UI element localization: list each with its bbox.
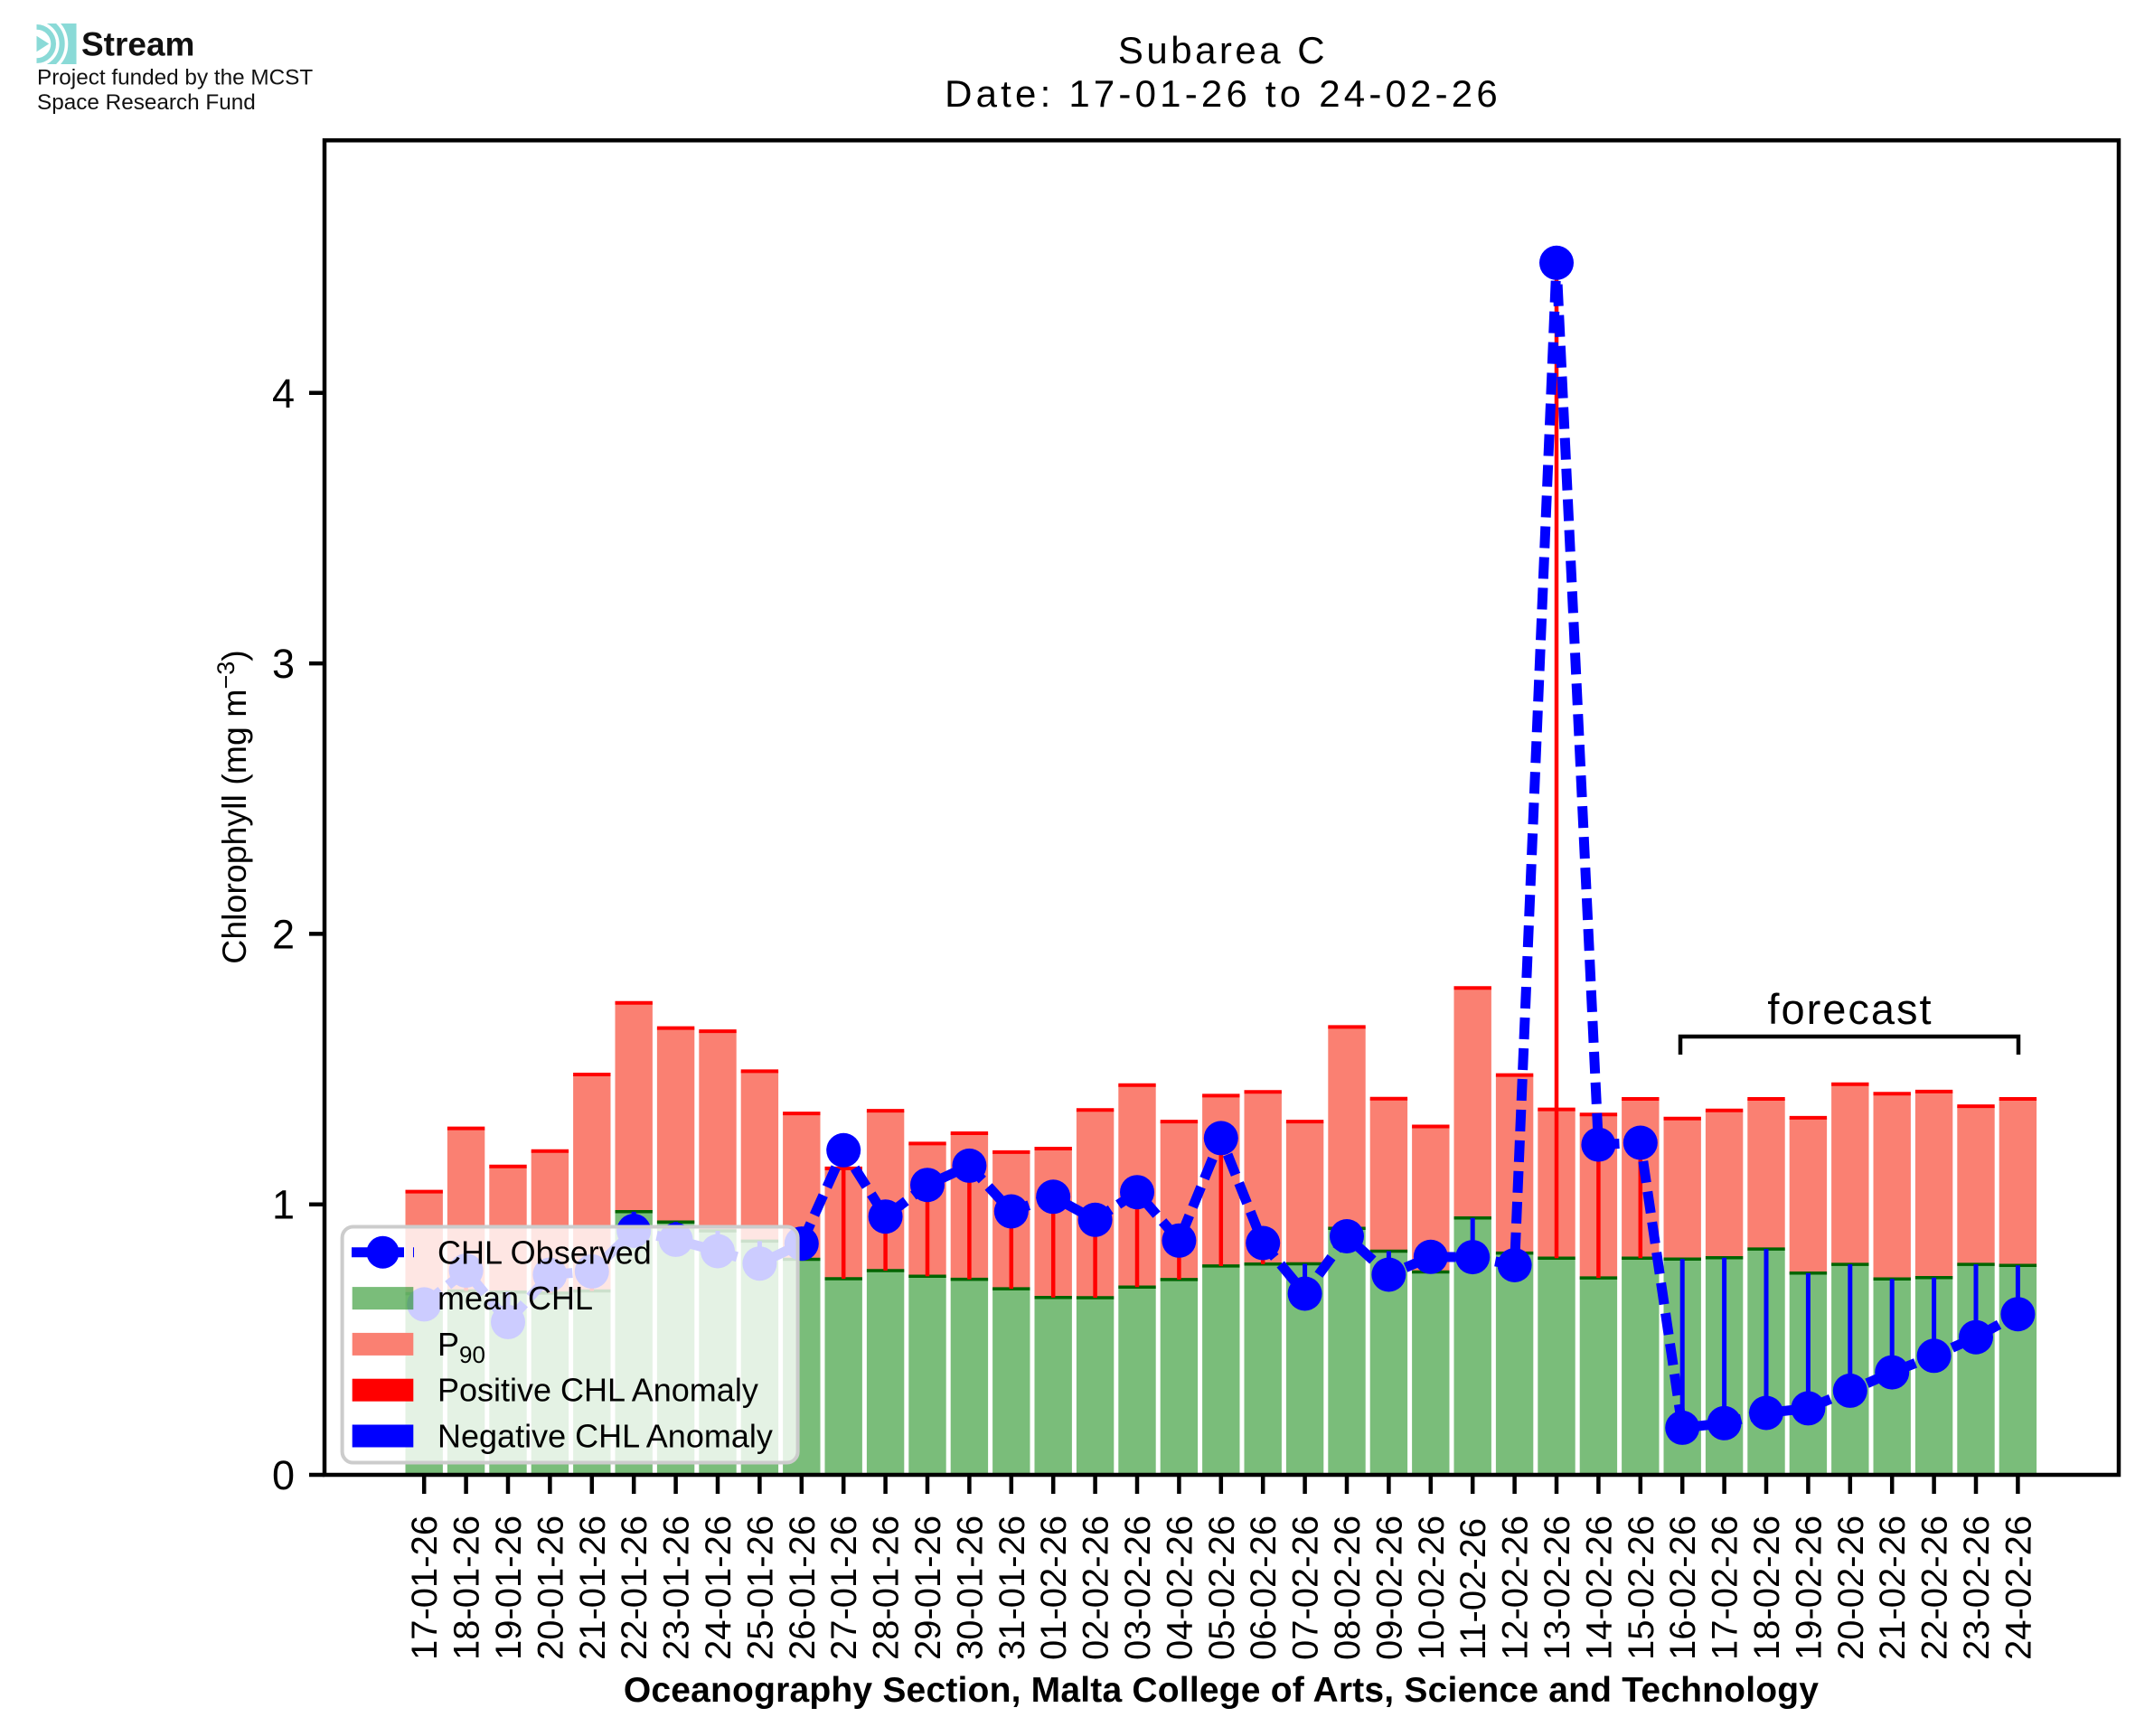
- svg-text:4: 4: [272, 371, 295, 417]
- svg-text:17-01-26: 17-01-26: [405, 1515, 445, 1660]
- svg-text:16-02-26: 16-02-26: [1663, 1515, 1703, 1660]
- svg-text:24-02-26: 24-02-26: [1999, 1515, 2038, 1660]
- svg-text:09-02-26: 09-02-26: [1369, 1515, 1409, 1660]
- svg-text:30-01-26: 30-01-26: [950, 1515, 990, 1660]
- svg-text:28-01-26: 28-01-26: [867, 1515, 907, 1660]
- svg-text:2: 2: [272, 911, 295, 957]
- svg-text:25-01-26: 25-01-26: [740, 1515, 780, 1660]
- svg-text:0: 0: [272, 1452, 295, 1498]
- svg-text:18-01-26: 18-01-26: [447, 1515, 487, 1660]
- svg-text:forecast: forecast: [1767, 985, 1933, 1033]
- svg-text:18-02-26: 18-02-26: [1747, 1515, 1787, 1660]
- svg-text:01-02-26: 01-02-26: [1034, 1515, 1074, 1660]
- svg-text:21-01-26: 21-01-26: [573, 1515, 613, 1660]
- svg-text:31-01-26: 31-01-26: [992, 1515, 1032, 1660]
- svg-text:23-02-26: 23-02-26: [1957, 1515, 1997, 1660]
- svg-text:CHL Observed: CHL Observed: [437, 1234, 652, 1271]
- svg-text:24-01-26: 24-01-26: [699, 1515, 738, 1660]
- svg-text:06-02-26: 06-02-26: [1244, 1515, 1284, 1660]
- svg-text:07-02-26: 07-02-26: [1286, 1515, 1326, 1660]
- svg-text:27-01-26: 27-01-26: [824, 1515, 864, 1660]
- svg-text:Project funded by the MCST: Project funded by the MCST: [37, 66, 313, 90]
- svg-text:02-02-26: 02-02-26: [1077, 1515, 1116, 1660]
- svg-text:23-01-26: 23-01-26: [657, 1515, 697, 1660]
- svg-text:19-01-26: 19-01-26: [489, 1515, 529, 1660]
- svg-text:Chlorophyll (mg m−3): Chlorophyll (mg m−3): [212, 650, 253, 964]
- svg-text:1: 1: [272, 1182, 295, 1228]
- svg-text:11-02-26: 11-02-26: [1453, 1518, 1493, 1660]
- svg-text:20-01-26: 20-01-26: [531, 1515, 570, 1660]
- svg-text:12-02-26: 12-02-26: [1496, 1515, 1536, 1660]
- svg-text:22-02-26: 22-02-26: [1915, 1515, 1955, 1660]
- svg-text:29-01-26: 29-01-26: [908, 1515, 948, 1660]
- svg-text:Date: 17-01-26 to 24-02-26: Date: 17-01-26 to 24-02-26: [945, 72, 1501, 115]
- svg-text:Positive CHL Anomaly: Positive CHL Anomaly: [437, 1372, 758, 1409]
- svg-text:Negative CHL Anomaly: Negative CHL Anomaly: [437, 1418, 773, 1455]
- svg-text:15-02-26: 15-02-26: [1622, 1515, 1661, 1660]
- svg-text:Stream: Stream: [81, 26, 194, 63]
- svg-text:13-02-26: 13-02-26: [1538, 1515, 1577, 1660]
- svg-text:3: 3: [272, 641, 295, 687]
- svg-text:05-02-26: 05-02-26: [1202, 1515, 1242, 1660]
- svg-text:08-02-26: 08-02-26: [1328, 1515, 1368, 1660]
- svg-text:mean CHL: mean CHL: [437, 1280, 593, 1317]
- svg-text:21-02-26: 21-02-26: [1873, 1515, 1913, 1660]
- svg-text:Oceanography Section, Malta Co: Oceanography Section, Malta College of A…: [624, 1671, 1819, 1710]
- svg-text:17-02-26: 17-02-26: [1706, 1515, 1745, 1660]
- svg-text:14-02-26: 14-02-26: [1579, 1515, 1619, 1660]
- svg-text:26-01-26: 26-01-26: [783, 1515, 823, 1660]
- svg-text:10-02-26: 10-02-26: [1412, 1515, 1452, 1660]
- svg-text:19-02-26: 19-02-26: [1789, 1515, 1829, 1660]
- svg-text:20-02-26: 20-02-26: [1831, 1515, 1871, 1660]
- svg-text:Subarea C: Subarea C: [1118, 29, 1328, 71]
- svg-text:04-02-26: 04-02-26: [1160, 1515, 1199, 1660]
- svg-text:22-01-26: 22-01-26: [615, 1515, 654, 1660]
- svg-text:Space Research Fund: Space Research Fund: [37, 90, 256, 115]
- svg-text:03-02-26: 03-02-26: [1118, 1515, 1158, 1660]
